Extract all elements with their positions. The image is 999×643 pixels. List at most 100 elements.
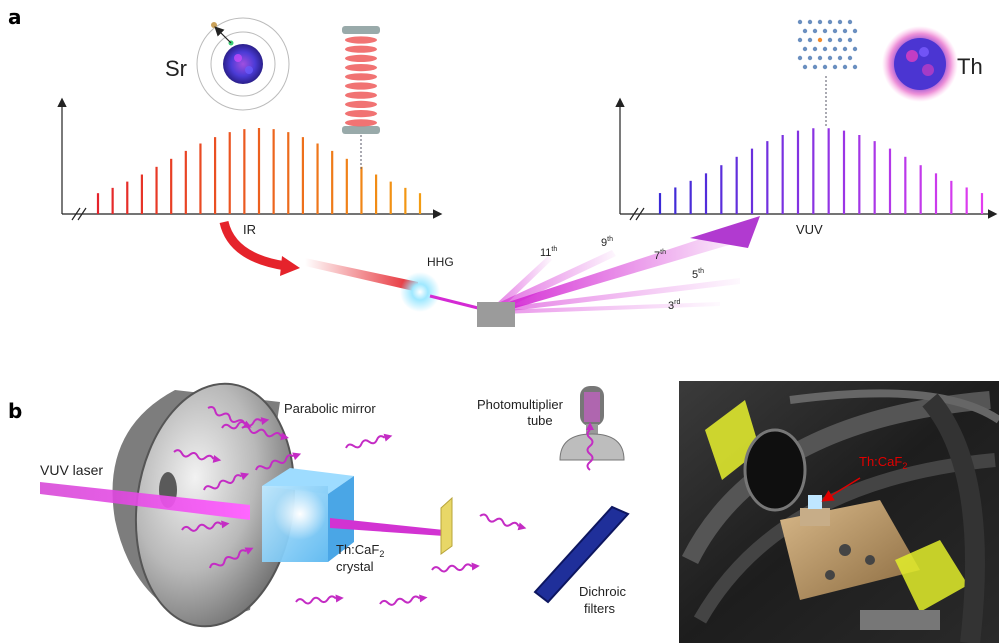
hhg-glow-icon <box>400 272 440 312</box>
photon-wave-icon <box>173 449 215 461</box>
hhg-label: HHG <box>427 255 454 269</box>
photon-wave-icon <box>431 563 473 573</box>
lattice-atom <box>837 19 843 25</box>
vuv-axis-label: VUV <box>796 222 823 237</box>
lattice-atom <box>832 64 838 70</box>
lattice-atom <box>847 19 853 25</box>
cavity-lobe <box>345 119 377 127</box>
vuv-laser-beam <box>40 482 250 520</box>
hhg-to-target-beam <box>429 294 487 312</box>
panel-a-label: a <box>8 5 22 29</box>
lattice-atom <box>842 46 848 52</box>
lattice-atom <box>852 64 858 70</box>
lattice-atom <box>802 46 808 52</box>
lattice-atom <box>827 19 833 25</box>
harmonic-beams <box>496 216 760 314</box>
cavity-lobe <box>345 91 377 99</box>
photon-wave-icon <box>207 406 246 425</box>
optical-cavity-icon <box>342 26 380 170</box>
photon-wave-icon <box>379 595 421 606</box>
ir-beam <box>305 258 418 292</box>
lattice-atom <box>812 28 818 34</box>
lattice-atom <box>807 19 813 25</box>
crystal-label-line1: Th:CaF2 <box>336 542 384 559</box>
harmonic-label-11th: 11th <box>540 246 557 259</box>
pmt-label-line1: Photomultiplier <box>477 397 564 412</box>
cavity-lobe <box>345 110 377 118</box>
lattice-atom <box>802 64 808 70</box>
cavity-lobe <box>345 45 377 53</box>
sr-atom-icon <box>196 17 290 111</box>
photon-wave-icon <box>295 595 337 605</box>
photon-arrowhead-icon <box>292 452 302 461</box>
lattice-atom <box>807 37 813 43</box>
photon-wave-icon <box>255 454 295 471</box>
cavity-lobe <box>345 73 377 81</box>
photon-arrowhead-icon <box>244 547 254 555</box>
lattice-atom <box>842 28 848 34</box>
photon-wave-icon <box>221 418 263 430</box>
photon-wave-icon <box>479 513 520 527</box>
photon-wave-icon <box>203 474 243 491</box>
fluorescence-photons <box>173 406 594 606</box>
photon-wave-icon <box>586 429 594 471</box>
lattice-atom <box>817 19 823 25</box>
lattice-atom <box>797 55 803 61</box>
th-caf2-crystal-icon <box>262 468 354 562</box>
dichroic-filters-icon <box>533 505 630 604</box>
lattice-atom <box>812 64 818 70</box>
ir-arrowhead-icon <box>280 256 300 276</box>
lattice-atom <box>807 55 813 61</box>
cavity-lobe <box>345 64 377 72</box>
lattice-atom <box>797 37 803 43</box>
lattice-atom <box>852 46 858 52</box>
ir-curved-arrow-icon <box>219 220 287 271</box>
right-comb-axes <box>615 97 998 221</box>
cavity-lobe <box>345 82 377 90</box>
hhg-target-block <box>477 302 515 327</box>
dichroic-label-line1: Dichroic <box>579 584 626 599</box>
lattice-atom <box>822 46 828 52</box>
crystal-label-line2: crystal <box>336 559 374 574</box>
lattice-atom <box>852 28 858 34</box>
lattice-atom <box>822 64 828 70</box>
vuv-arrowhead-icon <box>690 216 760 248</box>
ir-frequency-comb <box>96 128 422 214</box>
photon-wave-icon <box>241 425 283 438</box>
lattice-atom <box>832 46 838 52</box>
transmitted-beam <box>330 518 444 536</box>
parabolic-mirror-label: Parabolic mirror <box>284 401 376 416</box>
photon-wave-icon <box>181 521 223 532</box>
photon-arrowhead-icon <box>240 472 250 481</box>
panel-b-label: b <box>8 399 22 423</box>
vuv-frequency-comb <box>658 128 984 214</box>
lattice-atom <box>832 28 838 34</box>
lattice-atom <box>797 19 803 25</box>
lattice-atom <box>827 55 833 61</box>
harmonic-label-7th: 7th <box>654 249 666 262</box>
lattice-atom <box>817 55 823 61</box>
photon-arrowhead-icon <box>280 432 289 441</box>
photon-arrowhead-icon <box>335 594 344 603</box>
lattice-atom <box>837 55 843 61</box>
photon-arrowhead-icon <box>260 417 270 425</box>
vuv-laser-label: VUV laser <box>40 462 103 478</box>
cavity-lobe <box>345 36 377 44</box>
lattice-atom <box>847 55 853 61</box>
photon-arrowhead-icon <box>221 520 230 529</box>
lattice-atom <box>827 37 833 43</box>
harmonic-label-9th: 9th <box>601 236 613 249</box>
photon-arrowhead-icon <box>212 455 222 463</box>
left-comb-axes <box>57 97 443 221</box>
filter-plate-icon <box>440 496 453 555</box>
lattice-atom <box>847 37 853 43</box>
crystal-lattice-icon <box>797 19 858 128</box>
photon-wave-icon <box>345 435 386 449</box>
setup-photo <box>679 381 999 643</box>
th-label: Th <box>957 54 983 79</box>
pmt-label-line2: tube <box>527 413 552 428</box>
photon-arrowhead-icon <box>419 594 428 603</box>
lattice-atom <box>822 28 828 34</box>
photon-arrowhead-icon <box>517 522 527 531</box>
